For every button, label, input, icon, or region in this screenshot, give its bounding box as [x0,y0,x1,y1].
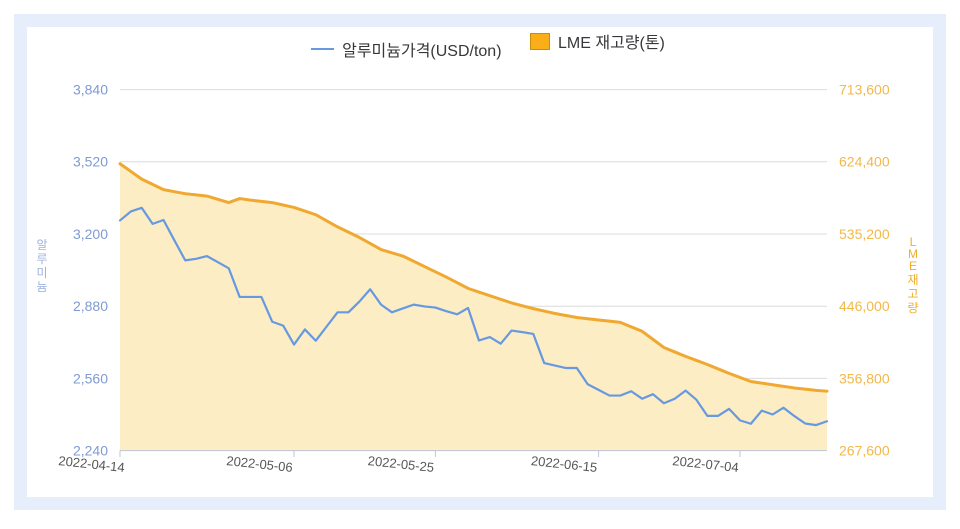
svg-text:재: 재 [907,273,918,287]
svg-text:267,600: 267,600 [839,443,890,459]
svg-text:2022-05-06: 2022-05-06 [226,453,294,475]
svg-text:알: 알 [36,238,47,252]
svg-text:량: 량 [907,301,918,315]
svg-text:2022-05-25: 2022-05-25 [367,453,435,475]
svg-text:2022-04-14: 2022-04-14 [58,453,126,475]
svg-text:2,560: 2,560 [73,370,108,386]
svg-text:3,520: 3,520 [73,154,108,170]
svg-text:E: E [909,259,917,273]
svg-text:2,880: 2,880 [73,298,108,314]
svg-text:356,800: 356,800 [839,370,890,386]
svg-text:535,200: 535,200 [839,226,890,242]
svg-text:713,600: 713,600 [839,82,890,98]
svg-text:루: 루 [36,252,47,266]
svg-text:2022-07-04: 2022-07-04 [672,453,740,475]
svg-text:3,840: 3,840 [73,82,108,98]
svg-text:미: 미 [36,266,47,280]
svg-text:늄: 늄 [36,280,47,294]
svg-text:3,200: 3,200 [73,226,108,242]
svg-text:고: 고 [907,287,918,301]
svg-text:624,400: 624,400 [839,154,890,170]
svg-text:2022-06-15: 2022-06-15 [530,453,598,475]
svg-text:446,000: 446,000 [839,298,890,314]
